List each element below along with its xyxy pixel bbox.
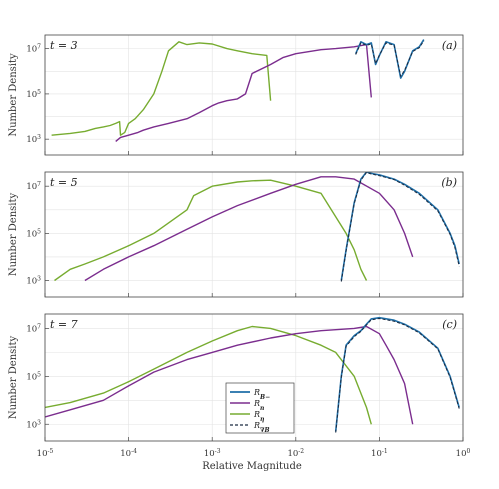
y-tick-label: 103	[26, 275, 41, 287]
x-tick-label: 100	[456, 448, 471, 460]
series-line-gradB	[340, 172, 460, 282]
plot-frame	[44, 34, 464, 156]
y-tick-label: 103	[26, 134, 41, 146]
legend-label-n: Rn	[253, 399, 264, 412]
y-axis-label: Number Density	[8, 53, 19, 137]
plot-frame	[44, 171, 464, 298]
series-line-gradB	[355, 40, 425, 77]
series-line-eta	[51, 41, 272, 136]
y-tick-label: 107	[26, 181, 41, 193]
panel-1: 103 105 107 Number Density t = 3 (a)	[8, 34, 464, 156]
x-tick-label: 10-3	[204, 448, 221, 460]
x-tick-label: 10-2	[287, 448, 304, 460]
plot-frame	[44, 313, 464, 442]
time-annotation: t = 7	[50, 318, 78, 331]
time-annotation: t = 3	[50, 39, 78, 52]
y-tick-label: 107	[26, 43, 41, 55]
x-tick-label: 10-1	[371, 448, 388, 460]
series-line-n	[115, 43, 372, 142]
x-tick-label: 10-4	[120, 448, 137, 460]
x-tick-label: 10-5	[37, 448, 54, 460]
legend-label-gradB: R∇B	[253, 421, 270, 434]
series-line-eta	[54, 179, 368, 282]
panels-group: 103 105 107 Number Density t = 3 (a) 103 105 107…	[8, 34, 464, 442]
y-axis-label: Number Density	[8, 192, 19, 276]
panel-letter: (b)	[441, 176, 457, 189]
y-tick-label: 107	[26, 323, 41, 335]
series-line-n	[45, 325, 414, 425]
series-group	[51, 39, 425, 142]
series-line-B	[354, 39, 425, 79]
y-axis-label: Number Density	[8, 335, 19, 419]
series-line-B	[334, 316, 460, 432]
legend-label-eta: Rη	[253, 410, 265, 423]
panel-letter: (c)	[442, 318, 457, 331]
series-group	[45, 316, 460, 433]
panel-letter: (a)	[442, 39, 457, 52]
series-line-gradB	[335, 318, 460, 433]
y-tick-label: 103	[26, 419, 41, 431]
x-axis-label: Relative Magnitude	[202, 461, 302, 472]
y-tick-label: 105	[26, 371, 41, 383]
series-line-n	[84, 176, 414, 282]
series-line-eta	[45, 325, 372, 425]
time-annotation: t = 5	[50, 176, 78, 189]
x-axis-ticks: 10-5 10-4 10-3 10-2 10-1 100	[37, 448, 471, 460]
y-tick-label: 105	[26, 88, 41, 100]
y-tick-label: 105	[26, 228, 41, 240]
legend-label-B: RB−	[253, 388, 270, 401]
series-group	[54, 172, 460, 282]
panel-2: 103 105 107 Number Density t = 5 (b)	[8, 171, 464, 298]
